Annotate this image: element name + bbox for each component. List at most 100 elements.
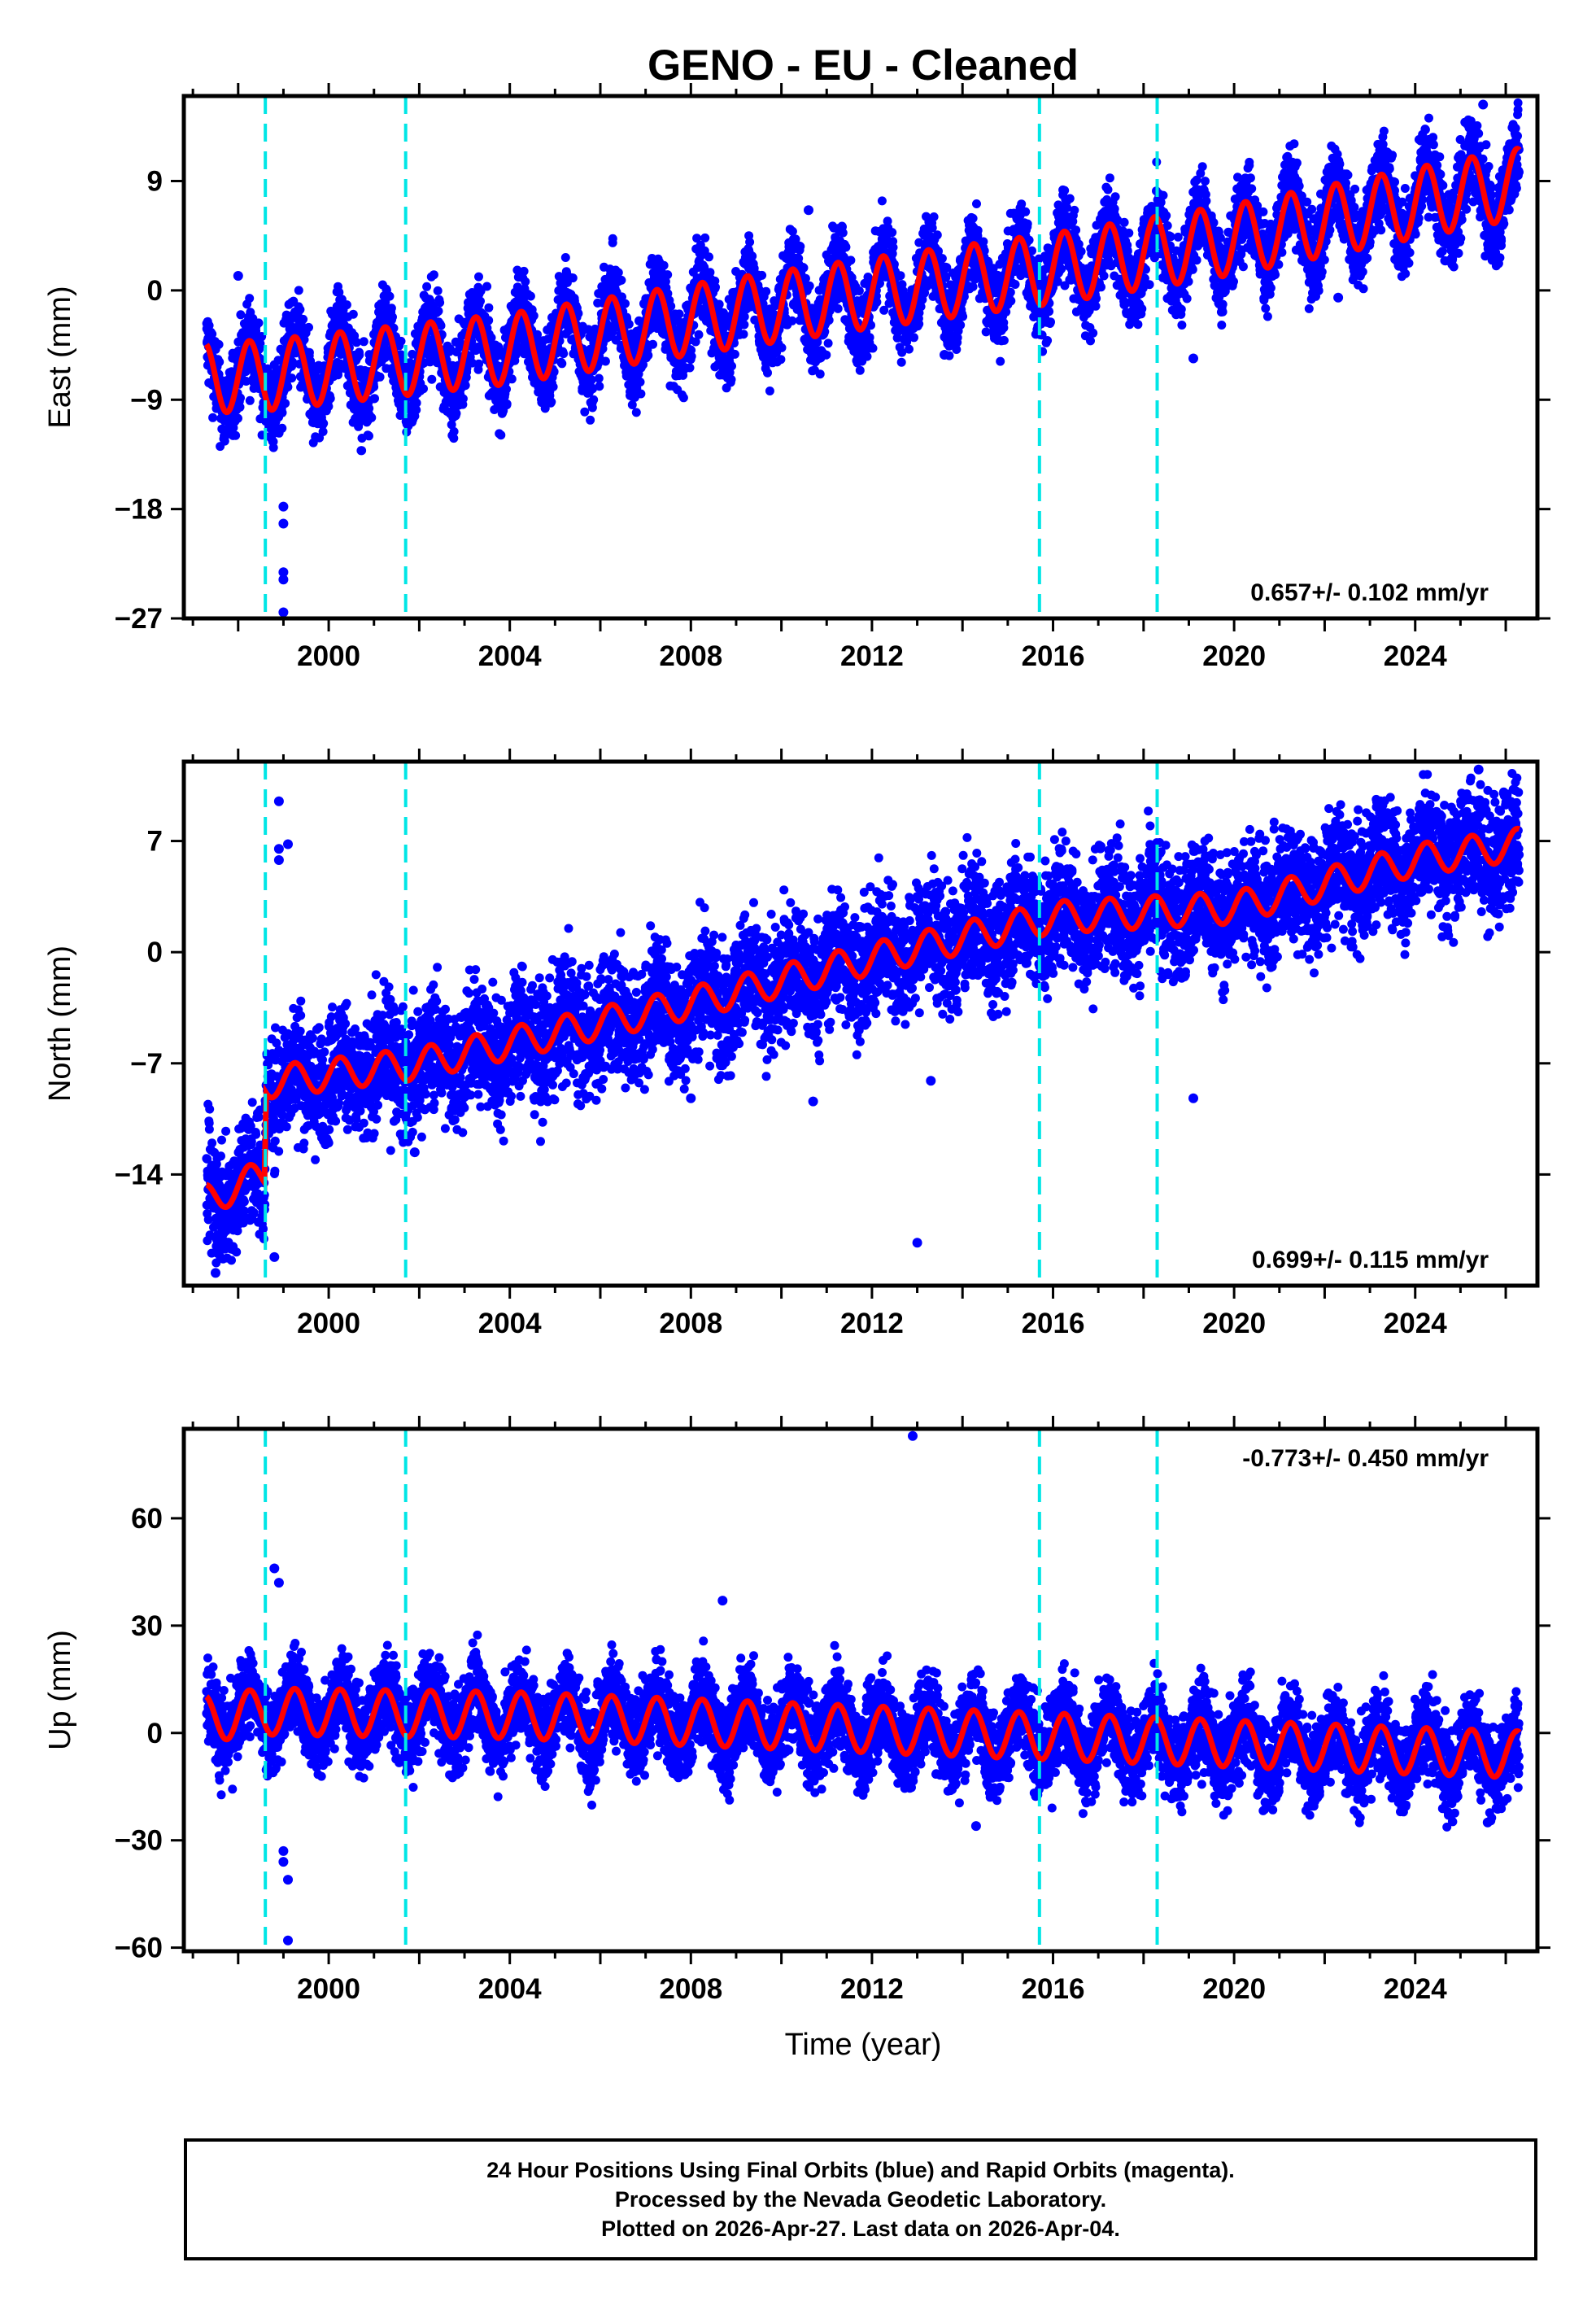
data-point xyxy=(1105,173,1114,183)
data-point xyxy=(600,356,610,366)
data-point xyxy=(909,333,918,343)
data-point xyxy=(973,225,983,235)
data-point xyxy=(429,270,438,280)
data-point xyxy=(757,270,767,280)
data-point xyxy=(386,304,396,313)
data-point xyxy=(434,306,443,316)
data-point xyxy=(207,330,217,338)
data-point xyxy=(968,213,978,223)
data-point xyxy=(624,319,634,329)
data-point xyxy=(727,361,736,371)
data-point xyxy=(700,233,710,242)
data-point xyxy=(822,350,831,360)
data-point xyxy=(1099,271,1109,281)
data-point xyxy=(1086,336,1095,346)
data-point xyxy=(559,349,569,359)
data-point xyxy=(888,242,898,252)
data-point xyxy=(586,415,595,425)
data-point xyxy=(608,234,617,243)
data-point xyxy=(587,403,597,413)
data-point xyxy=(557,359,567,369)
data-point xyxy=(435,298,445,308)
data-point xyxy=(281,399,290,408)
data-point xyxy=(841,242,851,252)
data-point xyxy=(594,373,604,383)
data-point xyxy=(739,320,749,330)
data-point xyxy=(325,394,335,404)
data-point xyxy=(1060,186,1070,195)
data-point xyxy=(1091,301,1101,311)
data-point xyxy=(1046,317,1055,327)
data-point xyxy=(288,357,298,367)
data-point xyxy=(474,272,483,282)
data-point xyxy=(739,330,748,339)
data-point xyxy=(375,372,385,382)
data-point xyxy=(299,314,308,324)
data-point xyxy=(367,413,377,422)
data-point xyxy=(1137,304,1147,313)
data-point xyxy=(233,413,242,423)
data-point xyxy=(484,316,494,325)
chart-title: GENO - EU - Cleaned xyxy=(648,41,1079,90)
data-point xyxy=(765,387,774,395)
data-point xyxy=(872,297,882,307)
data-point xyxy=(833,304,843,313)
data-point xyxy=(815,369,825,379)
data-point xyxy=(846,255,856,265)
data-point xyxy=(287,373,297,383)
data-point xyxy=(451,408,461,418)
data-point xyxy=(502,399,512,408)
data-point xyxy=(427,374,437,384)
data-point xyxy=(1021,207,1031,216)
data-point xyxy=(1006,296,1016,306)
data-point xyxy=(1043,336,1053,345)
data-point xyxy=(1092,294,1101,304)
data-point xyxy=(635,378,645,387)
data-point xyxy=(905,344,914,354)
data-point xyxy=(763,368,772,378)
data-point xyxy=(388,312,397,322)
data-point xyxy=(1097,282,1105,292)
data-point xyxy=(932,230,942,240)
data-point xyxy=(419,384,428,394)
data-point xyxy=(507,374,517,384)
data-point xyxy=(896,271,905,281)
data-point xyxy=(547,397,556,407)
data-point xyxy=(568,273,578,283)
data-point xyxy=(694,330,704,339)
data-point xyxy=(730,349,739,359)
data-point xyxy=(295,305,305,314)
data-point xyxy=(726,374,736,384)
data-point xyxy=(236,393,245,403)
data-point xyxy=(334,365,343,375)
panel-east: 2000 2004 2008 2012 2016 2020 2024−27−18−909Ea… xyxy=(43,83,1550,672)
data-point xyxy=(674,309,684,319)
data-point xyxy=(617,275,626,285)
data-point xyxy=(711,282,720,292)
data-point xyxy=(277,408,287,417)
data-point xyxy=(1123,246,1132,255)
data-point xyxy=(324,402,334,411)
data-point xyxy=(474,359,484,369)
data-point xyxy=(1103,185,1113,194)
data-point xyxy=(460,381,470,391)
data-point xyxy=(887,228,897,238)
data-point xyxy=(580,407,590,417)
data-point xyxy=(204,321,214,330)
data-point xyxy=(412,398,421,408)
data-point xyxy=(958,312,968,321)
data-point xyxy=(648,339,657,349)
data-point xyxy=(1023,219,1032,229)
data-point xyxy=(968,282,978,291)
data-point xyxy=(796,242,805,251)
data-point xyxy=(685,363,695,373)
data-point xyxy=(1044,307,1054,317)
data-point xyxy=(1070,205,1079,215)
data-point xyxy=(351,338,361,347)
data-point xyxy=(663,270,673,280)
data-point xyxy=(245,395,255,405)
data-point xyxy=(996,356,1005,366)
data-point xyxy=(799,263,809,273)
data-point xyxy=(449,426,459,436)
